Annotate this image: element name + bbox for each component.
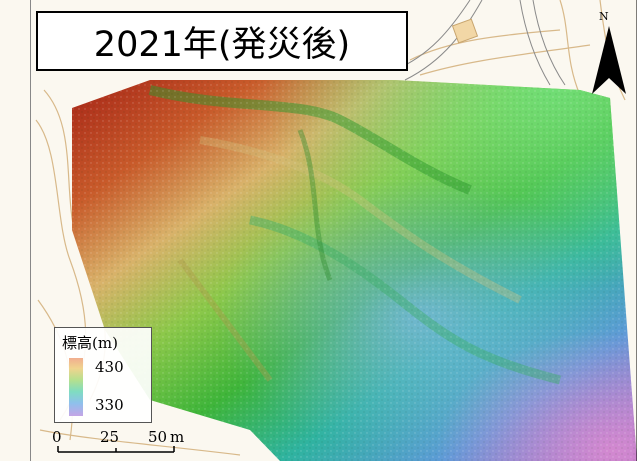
building-icon bbox=[451, 18, 479, 44]
scale-tick-50: 50 bbox=[148, 428, 168, 446]
legend-low-value: 330 bbox=[95, 396, 124, 414]
legend-title: 標高(m) bbox=[62, 334, 118, 352]
scale-bar bbox=[57, 446, 175, 453]
dem-raster bbox=[72, 80, 637, 461]
north-arrow-icon bbox=[592, 26, 626, 94]
panel-divider bbox=[30, 0, 31, 461]
legend-high-value: 430 bbox=[95, 358, 124, 376]
elevation-legend: 標高(m) 430 330 bbox=[54, 327, 152, 423]
scale-unit: m bbox=[170, 428, 185, 446]
north-label: N bbox=[599, 10, 609, 23]
map-title: 2021年(発災後) bbox=[36, 11, 408, 71]
scale-tick-25: 25 bbox=[100, 428, 120, 446]
scale-tick-0: 0 bbox=[52, 428, 62, 446]
legend-color-ramp bbox=[69, 358, 83, 416]
road-lines bbox=[394, 0, 566, 86]
